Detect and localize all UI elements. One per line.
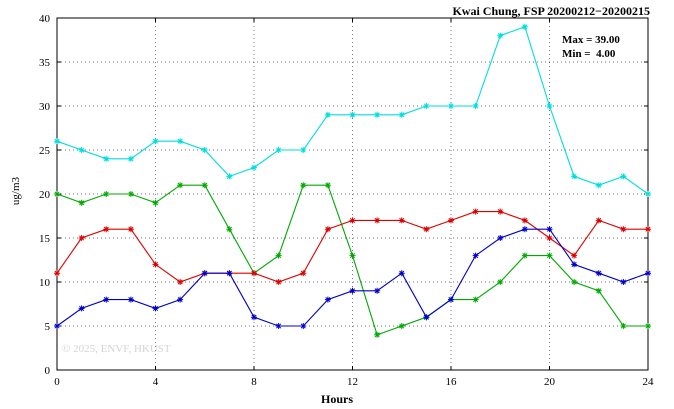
x-tick-label: 16 <box>446 376 458 388</box>
chart-title: Kwai Chung, FSP 20200212−20200215 <box>452 4 650 18</box>
y-tick-label: 10 <box>39 277 51 289</box>
y-tick-label: 15 <box>39 233 51 245</box>
series-markers-cyan-series <box>54 23 651 197</box>
y-tick-label: 5 <box>45 321 51 333</box>
y-tick-label: 0 <box>45 365 51 377</box>
x-tick-label: 12 <box>347 376 358 388</box>
series-markers-red-series <box>54 208 651 285</box>
watermark-text: © 2025, ENVF, HKUST <box>62 343 171 355</box>
y-tick-label: 30 <box>39 101 51 113</box>
y-tick-label: 20 <box>39 189 51 201</box>
max-value-label: Max = 39.00 <box>562 34 620 46</box>
max-min-annotation: Max = 39.00 Min = 4.00 <box>562 33 620 61</box>
x-tick-label: 0 <box>54 376 60 388</box>
x-tick-label: 4 <box>153 376 159 388</box>
y-tick-label: 25 <box>39 145 51 157</box>
y-axis-label: ug/m3 <box>10 176 22 206</box>
x-tick-label: 8 <box>251 376 257 388</box>
x-axis-label: Hours <box>320 392 353 406</box>
series-line-green-series <box>56 184 648 336</box>
x-tick-label: 24 <box>643 376 655 388</box>
y-tick-label: 35 <box>39 57 51 69</box>
min-value-label: Min = 4.00 <box>562 48 616 60</box>
y-tick-label: 40 <box>39 13 51 25</box>
series-line-blue-series <box>56 228 649 327</box>
x-tick-label: 20 <box>544 376 556 388</box>
series-markers-blue-series <box>54 226 651 329</box>
